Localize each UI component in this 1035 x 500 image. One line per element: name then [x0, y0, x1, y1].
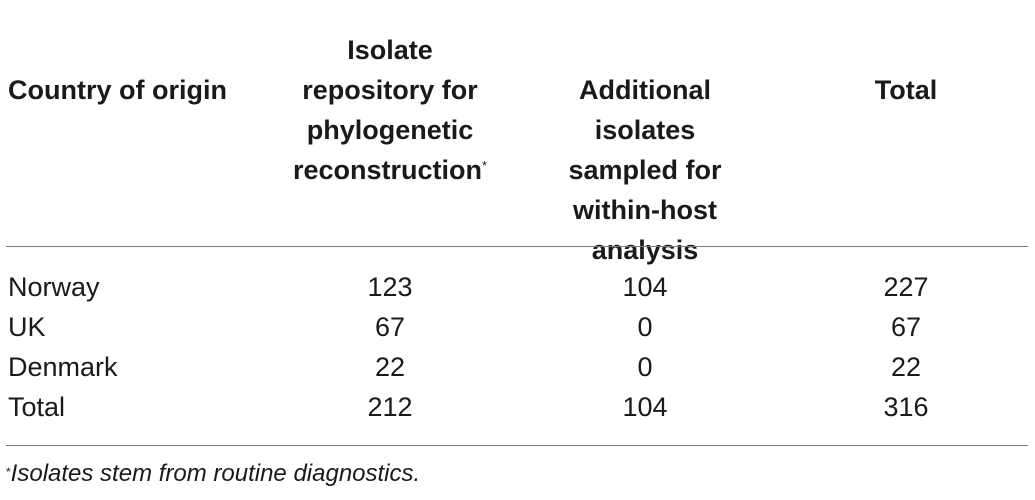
header-repository-footnote-marker: *	[481, 158, 488, 173]
table-header: Country of origin Isolate repository for…	[0, 0, 1035, 265]
header-additional-label: Additional isolates sampled for within-h…	[568, 75, 722, 265]
footnote-marker: *	[6, 465, 11, 479]
header-divider	[6, 246, 1028, 247]
cell-total: 227	[883, 272, 929, 302]
cell-country: Denmark	[8, 352, 118, 382]
cell-country: Total	[8, 392, 66, 422]
header-country-label: Country of origin	[8, 75, 227, 105]
cell-repository: 67	[374, 312, 406, 342]
cell-total: 22	[890, 352, 922, 382]
cell-additional: 0	[637, 352, 653, 382]
header-repository-label: Isolate repository for phylogenetic reco…	[292, 35, 482, 185]
table-row-norway: Norway 123 104 227	[0, 267, 1035, 307]
header-additional-isolates: Additional isolates sampled for within-h…	[495, 30, 795, 270]
header-total: Total	[756, 30, 1035, 110]
header-isolate-repository: Isolate repository for phylogenetic reco…	[240, 30, 540, 190]
cell-repository: 123	[367, 272, 413, 302]
cell-repository: 22	[374, 352, 406, 382]
footer-divider	[6, 445, 1028, 446]
header-total-label: Total	[874, 75, 938, 105]
cell-total: 67	[890, 312, 922, 342]
cell-additional: 104	[622, 272, 668, 302]
cell-repository: 212	[367, 392, 413, 422]
table-row-uk: UK 67 0 67	[0, 307, 1035, 347]
footnote-text: Isolates stem from routine diagnostics.	[10, 460, 421, 487]
table-row-total: Total 212 104 316	[0, 387, 1035, 427]
cell-country: UK	[8, 312, 46, 342]
cell-total: 316	[883, 392, 929, 422]
cell-additional: 0	[637, 312, 653, 342]
cell-additional: 104	[622, 392, 668, 422]
table-footnote: *Isolates stem from routine diagnostics.	[6, 458, 420, 490]
table-row-denmark: Denmark 22 0 22	[0, 347, 1035, 387]
cell-country: Norway	[8, 272, 100, 302]
header-country-of-origin: Country of origin	[8, 30, 227, 110]
